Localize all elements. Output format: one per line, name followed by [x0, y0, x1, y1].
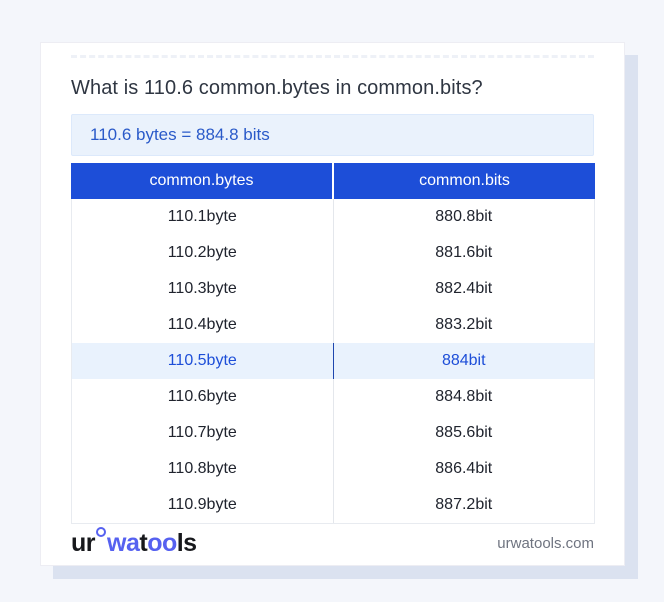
logo-ring-icon [96, 526, 106, 537]
conversion-result-box: 110.6 bytes = 884.8 bits [71, 114, 594, 157]
bits-cell: 886.4bit [435, 460, 493, 478]
table-row[interactable]: 110.4byte 883.2bit [72, 307, 594, 344]
table-row-highlighted[interactable]: 110.5byte 884bit [72, 343, 594, 380]
bits-cell: 883.2bit [435, 316, 493, 334]
site-url: urwatools.com [497, 534, 594, 552]
table-row[interactable]: 110.1byte 880.8bit [72, 199, 594, 236]
logo-text-wa: wa [107, 528, 140, 557]
bytes-cell: 110.2byte [72, 235, 334, 272]
bytes-cell: 110.3byte [72, 271, 334, 308]
card-footer: ur wa t oo ls urwatools.com [71, 521, 594, 565]
logo-text-ls: ls [176, 528, 197, 557]
bits-cell: 887.2bit [435, 496, 493, 514]
table-row[interactable]: 110.8byte 886.4bit [72, 451, 594, 488]
bits-cell: 882.4bit [435, 280, 493, 298]
conversion-table: common.bytes common.bits 110.1byte 880.8… [71, 163, 595, 525]
bytes-cell: 110.6byte [72, 379, 334, 416]
bits-cell: 885.6bit [435, 424, 493, 442]
dashed-divider [71, 55, 594, 58]
conversion-result-text: 110.6 bytes = 884.8 bits [90, 125, 270, 145]
table-header-bits: common.bits [419, 172, 510, 190]
bytes-cell: 110.7byte [72, 415, 334, 452]
bytes-cell: 110.1byte [72, 199, 334, 236]
table-header-bytes: common.bytes [71, 163, 334, 200]
logo-text-oo: oo [147, 528, 177, 557]
conversion-card: What is 110.6 common.bytes in common.bit… [40, 42, 625, 566]
logo-text-t: t [139, 528, 148, 557]
bits-cell: 880.8bit [435, 208, 493, 226]
table-row[interactable]: 110.3byte 882.4bit [72, 271, 594, 308]
bytes-cell: 110.5byte [72, 343, 334, 380]
table-row[interactable]: 110.7byte 885.6bit [72, 415, 594, 452]
bits-cell: 884.8bit [435, 388, 493, 406]
bits-cell: 881.6bit [435, 244, 493, 262]
logo-text-ur: ur [71, 528, 96, 557]
urwatools-logo[interactable]: ur wa t oo ls [71, 526, 197, 558]
table-row[interactable]: 110.9byte 887.2bit [72, 487, 594, 524]
page-title: What is 110.6 common.bytes in common.bit… [71, 77, 483, 99]
bytes-cell: 110.4byte [72, 307, 334, 344]
table-row[interactable]: 110.6byte 884.8bit [72, 379, 594, 416]
table-row[interactable]: 110.2byte 881.6bit [72, 235, 594, 272]
bytes-cell: 110.8byte [72, 451, 334, 488]
table-header-row: common.bytes common.bits [71, 163, 595, 200]
bytes-cell: 110.9byte [72, 487, 334, 524]
bits-cell: 884bit [441, 352, 486, 370]
